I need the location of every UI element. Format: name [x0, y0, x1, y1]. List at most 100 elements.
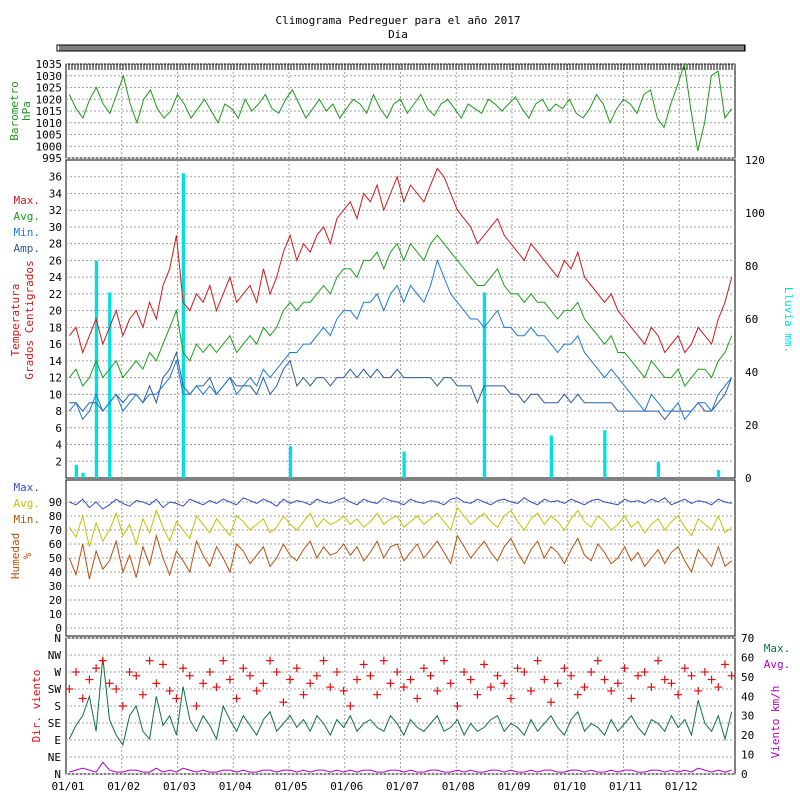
- wind-dir-point: [105, 679, 114, 688]
- x-axis-label: 01/02: [107, 780, 140, 793]
- wind-speed-tick: 70: [741, 632, 754, 645]
- wind-dir-point: [460, 668, 469, 676]
- humidity-tick-label: 90: [49, 496, 62, 509]
- barometer-tick-label: 1030: [36, 70, 63, 83]
- temperature-tick-label: 20: [49, 305, 62, 318]
- wind-speed-tick: 30: [741, 710, 754, 723]
- temperature-tick-label: 24: [49, 271, 63, 284]
- barometer-tick-label: 995: [42, 152, 62, 165]
- wind-dir-tick: S: [54, 700, 61, 713]
- wind-dir-point: [694, 686, 703, 695]
- wind-dir-point: [506, 694, 515, 703]
- wind-dir-point: [573, 690, 582, 699]
- wind-dir-point: [674, 690, 683, 699]
- humidity-tick-label: 70: [49, 524, 62, 537]
- temperature-avg-line: [68, 234, 733, 387]
- wind-dir-point: [567, 671, 576, 680]
- humidity-legend-1: Avg.: [14, 497, 41, 510]
- wind-dir-point: [667, 679, 676, 688]
- rain-tick-label: 100: [745, 207, 765, 220]
- humidity-tick-label: 30: [49, 580, 62, 593]
- barometer-ylabel: BarometrohPa: [8, 81, 33, 141]
- chart-subtitle: Dia: [388, 28, 408, 41]
- wind-dir-point: [587, 668, 596, 676]
- wind-dir-point: [580, 683, 589, 692]
- wind-legend-avg: Avg.: [764, 658, 791, 671]
- wind-speed-tick: 0: [741, 768, 748, 781]
- wind-dir-point: [553, 679, 562, 688]
- wind-dir-point: [373, 690, 382, 699]
- barometer-tick-label: 1015: [36, 105, 63, 118]
- rain-tick-label: 40: [745, 366, 758, 379]
- wind-dir-point: [500, 679, 509, 688]
- temperature-amp-line: [69, 350, 733, 421]
- temperature-frame: [65, 159, 736, 479]
- temperature-ylabel-line: Temperatura: [9, 284, 22, 357]
- wind-dir-point: [366, 671, 375, 680]
- barometer-tick-label: 1020: [36, 93, 63, 106]
- x-axis-label: 01/09: [497, 780, 530, 793]
- wind-dir-point: [473, 690, 482, 699]
- wind-dir-point: [707, 675, 716, 684]
- wind-dir-point: [326, 683, 335, 692]
- humidity-max-line: [69, 497, 732, 510]
- rain-bar: [108, 292, 112, 478]
- x-axis-label: 01/12: [665, 780, 698, 793]
- barometer-tick-label: 1000: [36, 140, 63, 153]
- wind-dir-point: [252, 686, 261, 695]
- temperature-tick-label: 30: [49, 221, 62, 234]
- wind-dir-tick: N: [54, 632, 61, 645]
- temperature-tick-label: 2: [55, 455, 62, 468]
- x-axis-label: 01/07: [386, 780, 419, 793]
- wind-dir-point: [159, 660, 168, 669]
- wind-dir-point: [245, 671, 254, 680]
- rain-tick-label: 0: [745, 472, 752, 485]
- temperature-tick-label: 14: [49, 355, 63, 368]
- wind-dir-tick: W: [54, 666, 61, 679]
- wind-speed-tick: 40: [741, 690, 754, 703]
- rain-bar: [482, 292, 487, 478]
- wind-dir-point: [660, 675, 669, 684]
- temperature-min-line: [68, 258, 733, 421]
- wind-dir-point: [78, 694, 87, 703]
- humidity-legend-0: Max.: [14, 481, 41, 494]
- wind-legend-max: Max.: [764, 642, 791, 655]
- wind-dir-point: [259, 679, 268, 688]
- wind-dir-point: [165, 686, 174, 695]
- wind-dir-point: [633, 671, 642, 680]
- temperature-tick-label: 22: [49, 288, 62, 301]
- temperature-tick-label: 8: [55, 405, 62, 418]
- chart-title: Climograma Pedreguer para el año 2017: [275, 14, 520, 27]
- humidity-tick-label: 0: [55, 622, 62, 635]
- barometer-tick-label: 1025: [36, 82, 63, 95]
- wind-dir-point: [359, 660, 368, 669]
- wind-dir-point: [272, 668, 281, 676]
- rain-bar: [716, 470, 721, 478]
- wind-dir-tick: N: [54, 768, 61, 781]
- humidity-tick-label: 10: [49, 608, 62, 621]
- rain-bar: [74, 464, 78, 479]
- x-axis-label: 01/06: [330, 780, 363, 793]
- barometer-tick-label: 1005: [36, 129, 63, 142]
- wind-dir-point: [152, 679, 161, 688]
- wind-dir-point: [600, 675, 609, 684]
- wind-dir-point: [118, 702, 127, 710]
- humidity-ylabel-line: Humedad: [9, 533, 22, 579]
- temperature-tick-label: 4: [55, 439, 62, 452]
- wind-dir-point: [199, 679, 208, 688]
- wind-dir-point: [480, 660, 489, 669]
- wind-dir-point: [654, 656, 663, 665]
- x-axis-label: 01/04: [219, 780, 252, 793]
- rain-bar: [288, 446, 293, 478]
- temperature-tick-label: 12: [49, 372, 62, 385]
- wind-dir-point: [379, 656, 388, 665]
- wind-dir-tick: NE: [48, 751, 61, 764]
- wind-dir-point: [680, 664, 689, 673]
- barometer-tick-label: 1010: [36, 117, 63, 130]
- humidity-tick-label: 50: [49, 552, 62, 565]
- wind-dir-point: [493, 671, 502, 680]
- x-axis-label: 01/01: [51, 780, 84, 793]
- temperature-legend-0: Max.: [14, 194, 41, 207]
- wind-dir-tick: SE: [48, 717, 61, 730]
- wind-dir-point: [647, 683, 656, 692]
